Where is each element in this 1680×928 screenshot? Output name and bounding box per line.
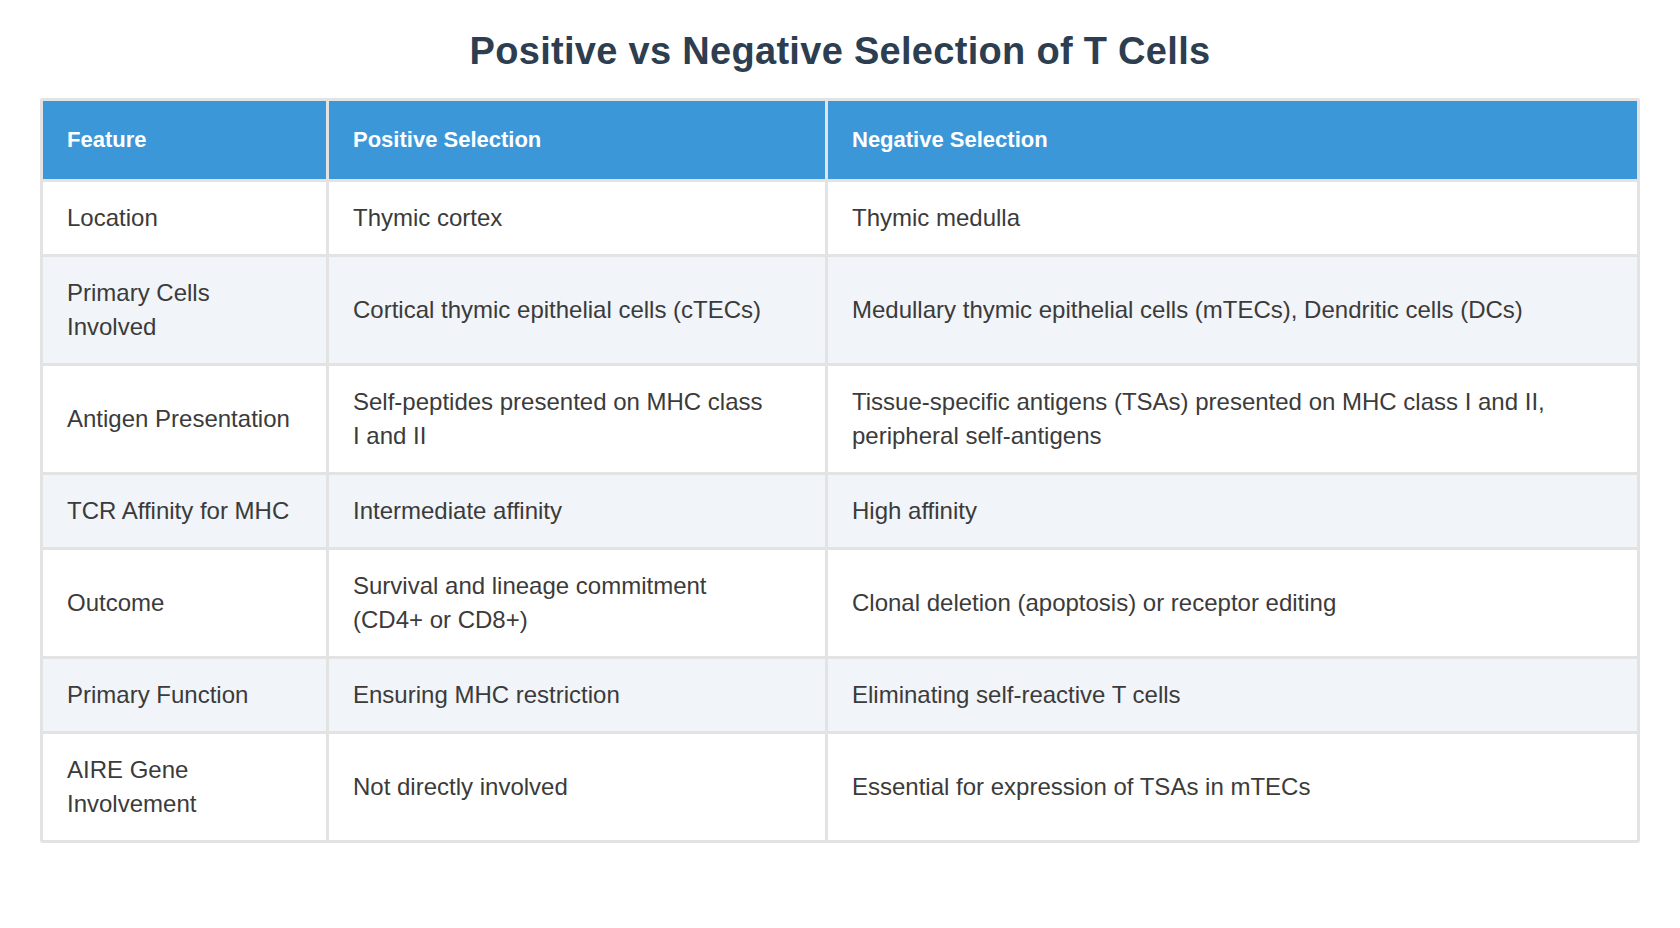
negative-selection-cell: Tissue-specific antigens (TSAs) presente… xyxy=(828,366,1637,472)
negative-selection-cell: High affinity xyxy=(828,475,1637,547)
column-header-negative-selection: Negative Selection xyxy=(828,101,1637,179)
feature-cell: Antigen Presentation xyxy=(43,366,326,472)
positive-selection-cell: Intermediate affinity xyxy=(329,475,825,547)
positive-selection-cell: Not directly involved xyxy=(329,734,825,840)
table-row: Antigen PresentationSelf-peptides presen… xyxy=(43,366,1637,472)
table-row: AIRE Gene InvolvementNot directly involv… xyxy=(43,734,1637,840)
comparison-table: Feature Positive Selection Negative Sele… xyxy=(40,98,1640,843)
header-row: Feature Positive Selection Negative Sele… xyxy=(43,101,1637,179)
column-header-feature: Feature xyxy=(43,101,326,179)
table-row: TCR Affinity for MHCIntermediate affinit… xyxy=(43,475,1637,547)
negative-selection-cell: Eliminating self-reactive T cells xyxy=(828,659,1637,731)
negative-selection-cell: Essential for expression of TSAs in mTEC… xyxy=(828,734,1637,840)
feature-cell: Location xyxy=(43,182,326,254)
positive-selection-cell: Thymic cortex xyxy=(329,182,825,254)
positive-selection-cell: Survival and lineage commitment (CD4+ or… xyxy=(329,550,825,656)
table-row: LocationThymic cortexThymic medulla xyxy=(43,182,1637,254)
page-title: Positive vs Negative Selection of T Cell… xyxy=(0,0,1680,98)
table-body: LocationThymic cortexThymic medullaPrima… xyxy=(43,182,1637,840)
table-row: Primary Cells InvolvedCortical thymic ep… xyxy=(43,257,1637,363)
positive-selection-cell: Ensuring MHC restriction xyxy=(329,659,825,731)
table-row: Primary FunctionEnsuring MHC restriction… xyxy=(43,659,1637,731)
feature-cell: TCR Affinity for MHC xyxy=(43,475,326,547)
page: Positive vs Negative Selection of T Cell… xyxy=(0,0,1680,928)
column-header-positive-selection: Positive Selection xyxy=(329,101,825,179)
positive-selection-cell: Self-peptides presented on MHC class I a… xyxy=(329,366,825,472)
negative-selection-cell: Clonal deletion (apoptosis) or receptor … xyxy=(828,550,1637,656)
negative-selection-cell: Thymic medulla xyxy=(828,182,1637,254)
positive-selection-cell: Cortical thymic epithelial cells (cTECs) xyxy=(329,257,825,363)
feature-cell: Primary Function xyxy=(43,659,326,731)
feature-cell: Primary Cells Involved xyxy=(43,257,326,363)
table-row: OutcomeSurvival and lineage commitment (… xyxy=(43,550,1637,656)
feature-cell: AIRE Gene Involvement xyxy=(43,734,326,840)
feature-cell: Outcome xyxy=(43,550,326,656)
negative-selection-cell: Medullary thymic epithelial cells (mTECs… xyxy=(828,257,1637,363)
